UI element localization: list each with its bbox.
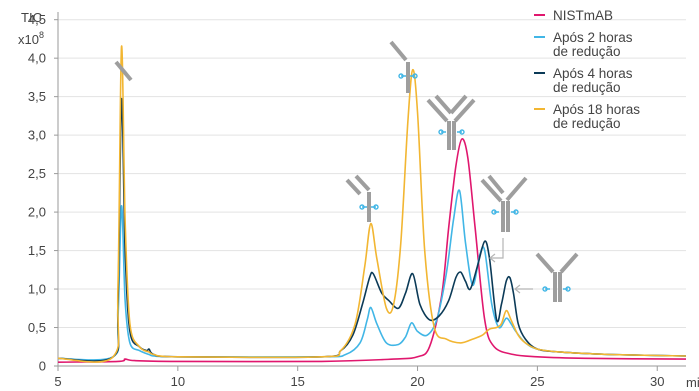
light-chain-fragment-icon: [114, 60, 133, 82]
y-tick-label: 2,0: [28, 205, 46, 220]
y-axis-title: TIC: [21, 10, 42, 25]
legend-label-1: NISTmAB: [553, 8, 613, 23]
legend-label-2: Após 2 horas: [553, 30, 633, 45]
y-axis-unit: x108: [18, 30, 44, 47]
arrow-to-23min-peak: [491, 238, 504, 259]
y-tick-label: 1,0: [28, 282, 46, 297]
x-axis: 5 10 15 20 25 30: [54, 365, 686, 389]
y-axis-unit-exponent: 8: [39, 30, 44, 40]
x-tick-label: 10: [171, 374, 185, 389]
legend-label-3: Após 4 horas: [553, 66, 633, 81]
y-axis: 0 0,5 1,0 1,5 2,0 2,5 3,0 3,5 4,0 4,5: [28, 12, 59, 374]
heavy-chain-light-chain-icon: [389, 40, 418, 93]
antibody-glyphs: [114, 40, 579, 302]
x-tick-label: 30: [650, 374, 664, 389]
half-antibody-icon: [345, 174, 379, 222]
legend-label-2: de redução: [553, 44, 621, 59]
series-line-4: [57, 45, 687, 363]
y-tick-label: 3,0: [28, 128, 46, 143]
x-tick-label: 5: [54, 374, 61, 389]
legend-label-4: de redução: [553, 116, 621, 131]
series-lines: [57, 45, 687, 363]
y-tick-label: 0,5: [28, 320, 46, 335]
y-tick-label: 4,0: [28, 51, 46, 66]
intact-antibody-icon: [426, 94, 476, 150]
arrowhead-24min-peak-icon: [514, 284, 521, 294]
gridlines: [58, 19, 686, 329]
y-tick-label: 4,5: [28, 12, 46, 27]
series-line-2: [57, 189, 687, 361]
y-tick-label: 3,5: [28, 89, 46, 104]
x-axis-unit: min: [686, 375, 699, 390]
series-line-1: [57, 138, 687, 363]
y-axis-unit-base: x10: [18, 32, 39, 47]
antibody-two-heavy-chains-icon: [535, 252, 579, 302]
x-tick-label: 20: [410, 374, 424, 389]
x-tick-label: 15: [290, 374, 304, 389]
y-tick-label: 2,5: [28, 166, 46, 181]
annotation-arrows: [489, 238, 533, 294]
legend-label-3: de redução: [553, 80, 621, 95]
y-tick-label: 1,5: [28, 243, 46, 258]
x-tick-label: 25: [530, 374, 544, 389]
antibody-missing-light-chain-icon: [480, 174, 528, 232]
y-tick-label: 0: [39, 359, 46, 374]
arrowhead-23min-peak-icon: [489, 253, 496, 263]
legend-label-4: Após 18 horas: [553, 102, 640, 117]
